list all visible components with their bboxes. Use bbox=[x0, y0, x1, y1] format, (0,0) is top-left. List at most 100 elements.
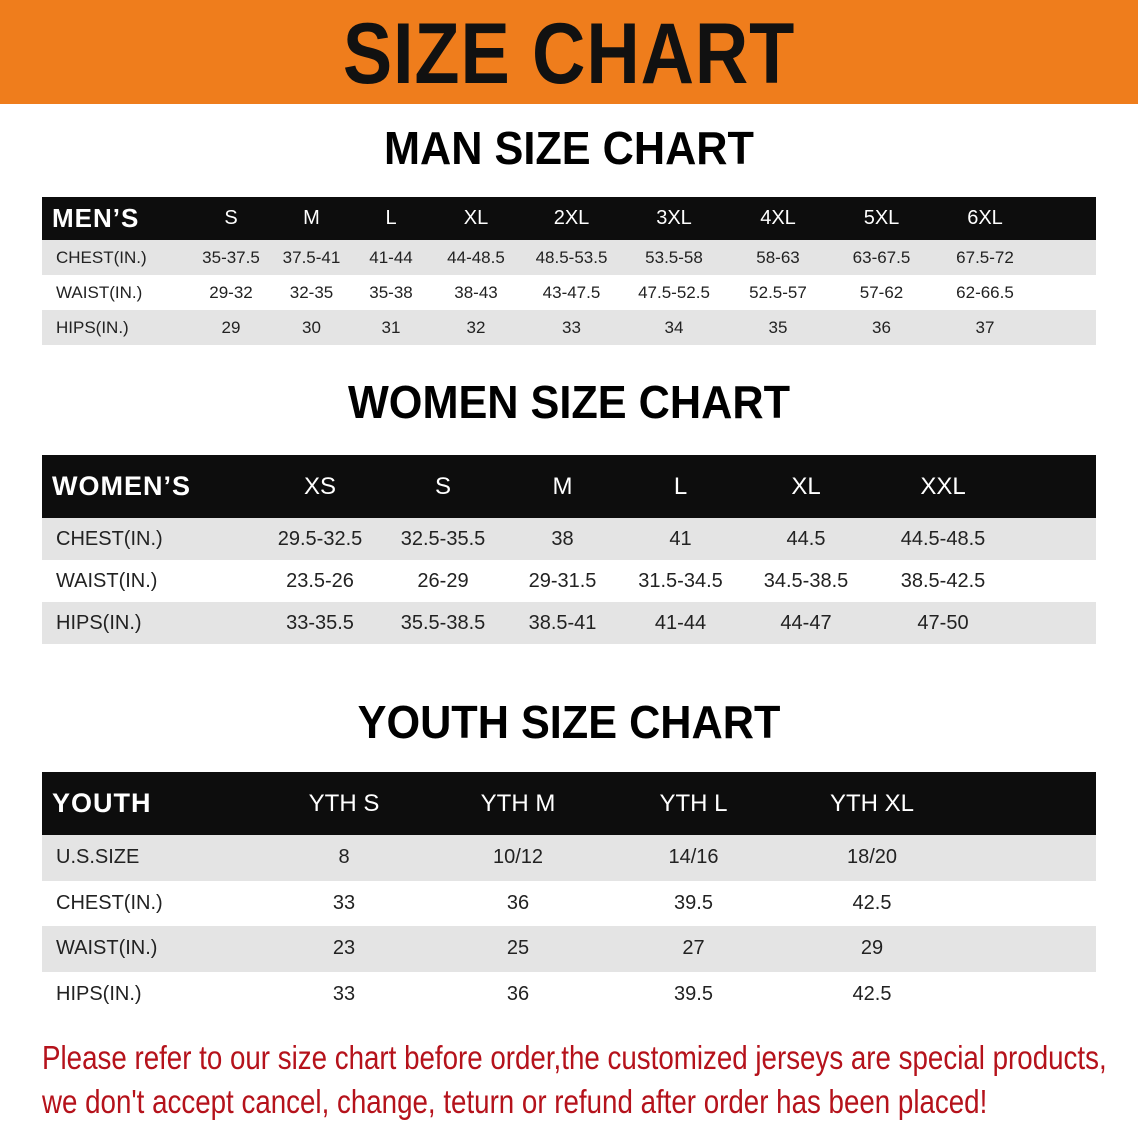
table-row: WAIST(IN.) 23 25 27 29 bbox=[42, 926, 1096, 972]
measurement-label: CHEST(IN.) bbox=[42, 880, 257, 926]
women-section-title: WOMEN SIZE CHART bbox=[347, 376, 790, 428]
measurement-value: 27 bbox=[605, 926, 782, 972]
measurement-value: 58-63 bbox=[726, 240, 830, 275]
table-row: CHEST(IN.) 35-37.5 37.5-41 41-44 44-48.5 48.5… bbox=[42, 240, 1096, 275]
size-header: YTH L bbox=[605, 772, 782, 835]
measurement-value: 44.5 bbox=[740, 518, 872, 560]
size-header: XS bbox=[258, 455, 382, 518]
table-row: CHEST(IN.) 29.5-32.5 32.5-35.5 38 41 44.5 44.5… bbox=[42, 518, 1096, 560]
measurement-value: 52.5-57 bbox=[726, 275, 830, 310]
row-filler bbox=[962, 926, 1096, 972]
measurement-value: 38 bbox=[504, 518, 621, 560]
table-row: WAIST(IN.) 29-32 32-35 35-38 38-43 43-47.5 47.… bbox=[42, 275, 1096, 310]
measurement-value: 41-44 bbox=[351, 240, 431, 275]
category-label: WOMEN’S bbox=[42, 455, 258, 518]
measurement-value: 29-31.5 bbox=[504, 560, 621, 602]
size-header: YTH XL bbox=[782, 772, 962, 835]
measurement-value: 33 bbox=[257, 971, 431, 1017]
measurement-value: 26-29 bbox=[382, 560, 504, 602]
size-header: YTH M bbox=[431, 772, 605, 835]
notice-line-1: Please refer to our size chart before or… bbox=[42, 1039, 1107, 1076]
row-filler bbox=[962, 971, 1096, 1017]
measurement-value: 14/16 bbox=[605, 835, 782, 881]
measurement-value: 36 bbox=[431, 880, 605, 926]
measurement-value: 44-47 bbox=[740, 602, 872, 644]
size-header: S bbox=[190, 197, 272, 240]
banner: SIZE CHART bbox=[0, 0, 1138, 104]
header-filler bbox=[1014, 455, 1096, 518]
category-label: MEN’S bbox=[42, 197, 190, 240]
measurement-value: 38-43 bbox=[431, 275, 521, 310]
youth-section-title: YOUTH SIZE CHART bbox=[357, 696, 781, 748]
measurement-value: 36 bbox=[830, 310, 933, 345]
table-row: HIPS(IN.) 33-35.5 35.5-38.5 38.5-41 41-44 44-… bbox=[42, 602, 1096, 644]
measurement-label: CHEST(IN.) bbox=[42, 518, 258, 560]
measurement-value: 23 bbox=[257, 926, 431, 972]
youth-size-table: YOUTH YTH S YTH M YTH L YTH XL U.S.SIZE 8 10/12… bbox=[42, 772, 1096, 1017]
measurement-value: 25 bbox=[431, 926, 605, 972]
row-filler bbox=[1037, 275, 1096, 310]
measurement-value: 32-35 bbox=[272, 275, 351, 310]
measurement-value: 39.5 bbox=[605, 971, 782, 1017]
measurement-label: WAIST(IN.) bbox=[42, 560, 258, 602]
men-section-title: MAN SIZE CHART bbox=[384, 122, 754, 174]
size-header: 2XL bbox=[521, 197, 622, 240]
women-size-table: WOMEN’S XS S M L XL XXL CHEST(IN.) 29.5-32.5 32.5… bbox=[42, 455, 1096, 644]
header-row: WOMEN’S XS S M L XL XXL bbox=[42, 455, 1096, 518]
notice-line-2: we don't accept cancel, change, teturn o… bbox=[42, 1083, 988, 1120]
measurement-label: HIPS(IN.) bbox=[42, 971, 257, 1017]
measurement-value: 38.5-42.5 bbox=[872, 560, 1014, 602]
row-filler bbox=[1037, 310, 1096, 345]
measurement-value: 29-32 bbox=[190, 275, 272, 310]
banner-title: SIZE CHART bbox=[342, 6, 796, 102]
measurement-value: 34 bbox=[622, 310, 726, 345]
measurement-value: 35-38 bbox=[351, 275, 431, 310]
measurement-value: 47.5-52.5 bbox=[622, 275, 726, 310]
measurement-value: 39.5 bbox=[605, 880, 782, 926]
measurement-value: 35 bbox=[726, 310, 830, 345]
measurement-value: 30 bbox=[272, 310, 351, 345]
size-header: L bbox=[621, 455, 740, 518]
size-header: S bbox=[382, 455, 504, 518]
measurement-value: 18/20 bbox=[782, 835, 962, 881]
measurement-label: HIPS(IN.) bbox=[42, 310, 190, 345]
size-header: 3XL bbox=[622, 197, 726, 240]
measurement-value: 37 bbox=[933, 310, 1037, 345]
row-filler bbox=[962, 835, 1096, 881]
category-label: YOUTH bbox=[42, 772, 257, 835]
measurement-label: CHEST(IN.) bbox=[42, 240, 190, 275]
measurement-label: WAIST(IN.) bbox=[42, 275, 190, 310]
size-header: XXL bbox=[872, 455, 1014, 518]
measurement-value: 38.5-41 bbox=[504, 602, 621, 644]
table-row: CHEST(IN.) 33 36 39.5 42.5 bbox=[42, 880, 1096, 926]
table-row: HIPS(IN.) 33 36 39.5 42.5 bbox=[42, 971, 1096, 1017]
row-filler bbox=[962, 880, 1096, 926]
size-header: 6XL bbox=[933, 197, 1037, 240]
measurement-label: WAIST(IN.) bbox=[42, 926, 257, 972]
header-filler bbox=[962, 772, 1096, 835]
measurement-value: 62-66.5 bbox=[933, 275, 1037, 310]
row-filler bbox=[1014, 518, 1096, 560]
measurement-value: 31 bbox=[351, 310, 431, 345]
size-header: XL bbox=[740, 455, 872, 518]
table-row: HIPS(IN.) 29 30 31 32 33 34 35 36 37 bbox=[42, 310, 1096, 345]
measurement-value: 23.5-26 bbox=[258, 560, 382, 602]
measurement-value: 37.5-41 bbox=[272, 240, 351, 275]
measurement-value: 10/12 bbox=[431, 835, 605, 881]
row-filler bbox=[1037, 240, 1096, 275]
measurement-value: 44.5-48.5 bbox=[872, 518, 1014, 560]
measurement-value: 41 bbox=[621, 518, 740, 560]
measurement-value: 41-44 bbox=[621, 602, 740, 644]
measurement-value: 29 bbox=[190, 310, 272, 345]
measurement-value: 53.5-58 bbox=[622, 240, 726, 275]
measurement-value: 57-62 bbox=[830, 275, 933, 310]
measurement-value: 44-48.5 bbox=[431, 240, 521, 275]
measurement-value: 8 bbox=[257, 835, 431, 881]
measurement-label: HIPS(IN.) bbox=[42, 602, 258, 644]
measurement-value: 33 bbox=[521, 310, 622, 345]
men-size-table: MEN’S S M L XL 2XL 3XL 4XL 5XL 6XL CHEST(IN.) 35-37… bbox=[42, 197, 1096, 345]
row-filler bbox=[1014, 560, 1096, 602]
size-header: YTH S bbox=[257, 772, 431, 835]
measurement-value: 29.5-32.5 bbox=[258, 518, 382, 560]
measurement-value: 29 bbox=[782, 926, 962, 972]
